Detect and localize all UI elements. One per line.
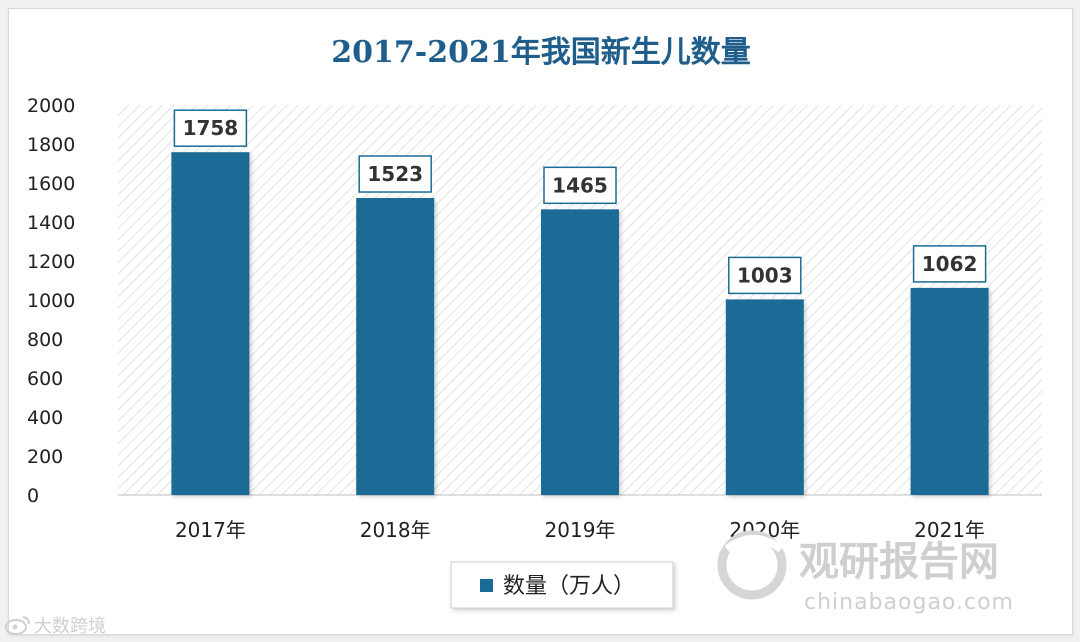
- y-tick-label: 0: [27, 485, 39, 507]
- watermark-main-text: 观研报告网: [799, 539, 999, 585]
- watermark-logo-icon: [717, 530, 787, 600]
- data-label: 1523: [367, 162, 423, 186]
- y-axis: 0 200 400 600 800 1000 1200 1400 1600 1800 2000: [27, 95, 75, 507]
- weibo-logo-icon: [5, 616, 30, 635]
- x-tick-label: 2018年: [360, 518, 431, 542]
- bar-2018年: [356, 198, 435, 495]
- data-label: 1062: [922, 252, 978, 276]
- bar-2020年: [725, 299, 804, 495]
- y-tick-label: 2000: [27, 95, 75, 117]
- data-label-box: [543, 166, 617, 205]
- legend-swatch: [480, 579, 493, 592]
- y-tick-label: 1800: [27, 134, 75, 156]
- watermark-sub-text: chinabaogao.com: [804, 590, 1014, 615]
- data-label: 1465: [552, 173, 608, 197]
- data-label-box: [173, 109, 248, 147]
- bar-2019年: [541, 209, 619, 495]
- data-label: 1003: [737, 263, 793, 287]
- y-tick-label: 1000: [27, 290, 75, 312]
- x-axis: 2017年 2018年 2019年 2020年 2021年: [175, 518, 985, 542]
- chart-card: 2017-2021年我国新生儿数量 0 200 400 600 800 1000 1200 1…: [8, 8, 1073, 635]
- y-tick-label: 400: [27, 407, 63, 429]
- data-label-box: [912, 245, 987, 283]
- x-tick-label: 2021年: [914, 518, 985, 542]
- legend: 数量（万人）: [450, 561, 674, 609]
- y-tick-label: 800: [27, 329, 63, 351]
- y-tick-label: 600: [27, 368, 63, 390]
- y-tick-label: 200: [27, 446, 63, 468]
- corner-watermark: 大数跨境: [4, 612, 106, 638]
- bars-group: [171, 152, 989, 495]
- chart-title: 2017-2021年我国新生儿数量: [331, 35, 750, 70]
- data-label: 1758: [183, 116, 239, 140]
- data-label-box: [358, 155, 432, 193]
- y-tick-label: 1200: [27, 251, 75, 273]
- data-label-box: [728, 256, 802, 295]
- y-tick-label: 1600: [27, 173, 75, 195]
- x-tick-label: 2017年: [175, 518, 246, 542]
- bar-2021年: [910, 287, 989, 495]
- watermark: 观研报告网 chinabaogao.com: [717, 530, 1014, 615]
- legend-label: 数量（万人）: [503, 574, 635, 599]
- bar-2017年: [171, 152, 250, 495]
- corner-watermark-text: 大数跨境: [34, 616, 106, 637]
- y-tick-label: 1400: [27, 212, 75, 234]
- x-tick-label: 2019年: [545, 518, 616, 542]
- bar-chart: 2017-2021年我国新生儿数量 0 200 400 600 800 1000 1200 1…: [27, 35, 1042, 615]
- data-labels-group: 1758 1523 1465 1003 1062: [173, 109, 987, 295]
